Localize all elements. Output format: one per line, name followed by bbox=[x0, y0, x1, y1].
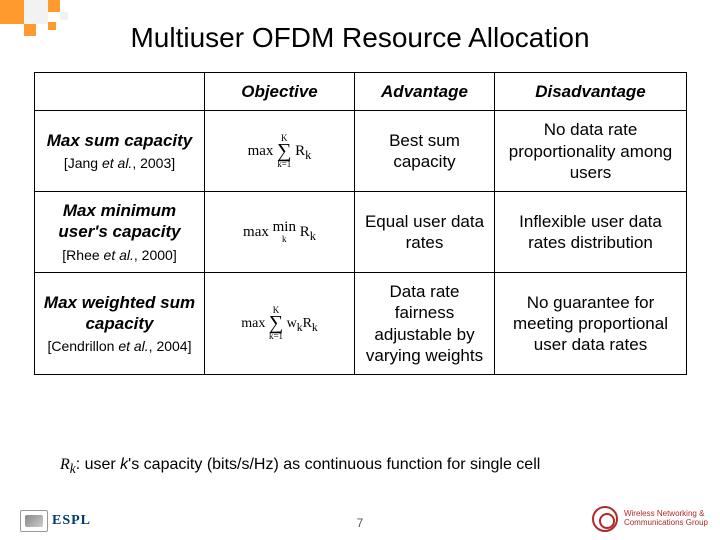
wncg-icon bbox=[592, 506, 618, 532]
row3-label: Max weighted sum capacity [Cendrillon et… bbox=[35, 273, 205, 375]
formula-max-min: max mink Rk bbox=[243, 224, 316, 240]
row2-label: Max minimum user's capacity [Rhee et al.… bbox=[35, 192, 205, 273]
row2-disadvantage: Inflexible user data rates distribution bbox=[495, 192, 687, 273]
row3-advantage: Data rate fairness adjustable by varying… bbox=[355, 273, 495, 375]
row1-objective: max K∑k=1 Rk bbox=[205, 111, 355, 192]
table-row: Max sum capacity [Jang et al., 2003] max… bbox=[35, 111, 687, 192]
formula-max-sum: max K∑k=1 Rk bbox=[248, 143, 312, 159]
row1-advantage: Best sum capacity bbox=[355, 111, 495, 192]
comparison-table: Objective Advantage Disadvantage Max sum… bbox=[34, 72, 686, 375]
table-row: Max minimum user's capacity [Rhee et al.… bbox=[35, 192, 687, 273]
header-objective: Objective bbox=[205, 73, 355, 111]
row1-label: Max sum capacity [Jang et al., 2003] bbox=[35, 111, 205, 192]
slide-title: Multiuser OFDM Resource Allocation bbox=[0, 22, 720, 54]
wncg-label: Wireless Networking &Communications Grou… bbox=[624, 510, 708, 528]
row2-ref: [Rhee et al., 2000] bbox=[41, 247, 198, 265]
row1-disadvantage: No data rate proportionality among users bbox=[495, 111, 687, 192]
row3-objective: max K∑k=1 wkRk bbox=[205, 273, 355, 375]
table-row: Max weighted sum capacity [Cendrillon et… bbox=[35, 273, 687, 375]
footnote: Rk: user k's capacity (bits/s/Hz) as con… bbox=[60, 456, 680, 477]
header-blank bbox=[35, 73, 205, 111]
row2-advantage: Equal user data rates bbox=[355, 192, 495, 273]
logo-wncg: Wireless Networking &Communications Grou… bbox=[592, 506, 708, 532]
row1-ref: [Jang et al., 2003] bbox=[41, 155, 198, 173]
row3-ref: [Cendrillon et al., 2004] bbox=[41, 338, 198, 356]
header-advantage: Advantage bbox=[355, 73, 495, 111]
formula-weighted-sum: max K∑k=1 wkRk bbox=[241, 316, 318, 331]
row2-objective: max mink Rk bbox=[205, 192, 355, 273]
row3-disadvantage: No guarantee for meeting proportional us… bbox=[495, 273, 687, 375]
header-disadvantage: Disadvantage bbox=[495, 73, 687, 111]
footnote-symbol: Rk bbox=[60, 456, 76, 473]
